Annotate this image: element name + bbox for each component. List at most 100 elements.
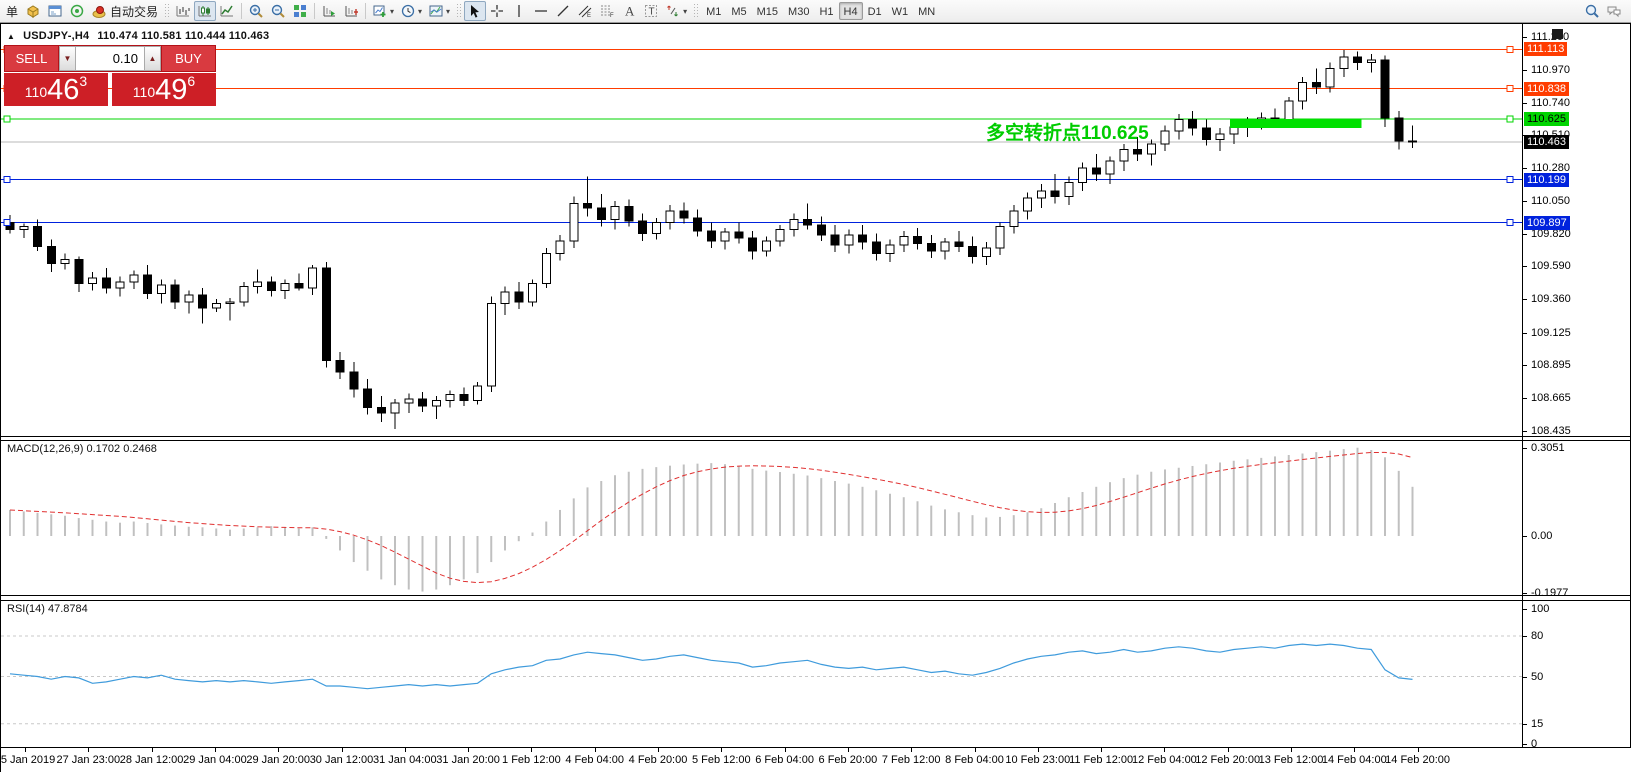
hline-handle[interactable] xyxy=(1506,176,1514,184)
time-axis-label: 25 Jan 2019 xyxy=(0,754,56,766)
new-order-button[interactable]: 单 xyxy=(5,4,18,19)
hline-handle[interactable] xyxy=(1506,219,1514,227)
one-click-trading-panel: SELL ▼ 0.10 ▲ BUY 110 46 3 110 49 6 xyxy=(4,45,216,106)
autotrading-button[interactable]: 自动交易 xyxy=(88,1,161,21)
tf-d1[interactable]: D1 xyxy=(867,6,882,18)
new-chart-button[interactable]: ▾ xyxy=(369,1,397,21)
hline-handle[interactable] xyxy=(3,219,11,227)
periods-button[interactable]: ▾ xyxy=(397,1,425,21)
time-axis-tick xyxy=(1227,748,1229,752)
tf-mn[interactable]: MN xyxy=(918,6,936,18)
tf-h1[interactable]: H1 xyxy=(819,6,834,18)
tf-m1[interactable]: M1 xyxy=(706,6,722,18)
y-axis-label: 110.740 xyxy=(1531,96,1570,109)
time-axis[interactable]: 25 Jan 2019 27 Jan 23:00 28 Jan 12:00 29 Ja… xyxy=(0,747,1631,772)
time-axis-label: 31 Jan 04:00 xyxy=(372,754,437,766)
zoom-out-button[interactable] xyxy=(267,1,289,21)
arrows-button[interactable]: ▾ xyxy=(662,1,690,21)
candle xyxy=(115,281,125,289)
lot-decrease-button[interactable]: ▼ xyxy=(59,46,76,71)
tf-m5[interactable]: M5 xyxy=(731,6,747,18)
chart-shift-marker[interactable] xyxy=(1552,29,1563,39)
panel-splitter[interactable] xyxy=(1,595,1631,596)
tile-windows-button[interactable] xyxy=(289,1,311,21)
tiles-icon xyxy=(294,5,307,17)
zoomin-icon xyxy=(249,4,263,18)
sell-button[interactable]: SELL xyxy=(4,45,59,72)
candle xyxy=(665,210,675,223)
candle xyxy=(431,399,441,407)
candle xyxy=(33,226,42,247)
line-chart-button[interactable] xyxy=(216,1,238,21)
main-price-chart[interactable] xyxy=(1,24,1522,436)
candle xyxy=(1408,140,1417,143)
hline-handle[interactable] xyxy=(1506,85,1514,93)
templates-button[interactable]: ▾ xyxy=(425,1,453,21)
toolbar-separator xyxy=(456,3,462,19)
lot-size-input[interactable]: 0.10 xyxy=(76,46,144,71)
hline-handle[interactable] xyxy=(3,115,11,123)
candle xyxy=(1091,167,1101,175)
buy-price-display[interactable]: 110 49 6 xyxy=(112,73,216,106)
candle xyxy=(706,230,716,242)
candles-icon xyxy=(198,6,212,17)
hline-price-tag: 109.897 xyxy=(1524,215,1570,230)
zoom-in-button[interactable] xyxy=(245,1,267,21)
autoscroll-icon xyxy=(323,6,336,17)
signals-icon[interactable] xyxy=(66,1,88,21)
text-label-button[interactable]: T xyxy=(640,1,662,21)
hline-handle[interactable] xyxy=(1506,115,1514,123)
hline-handle[interactable] xyxy=(1506,45,1514,53)
lot-increase-button[interactable]: ▲ xyxy=(144,46,161,71)
trendline-button[interactable] xyxy=(552,1,574,21)
tf-w1[interactable]: W1 xyxy=(891,6,909,18)
hline-handle[interactable] xyxy=(3,176,11,184)
green-zone-rectangle[interactable] xyxy=(1229,118,1362,128)
fibonacci-button[interactable]: F xyxy=(596,1,618,21)
pivot-annotation-text[interactable]: 多空转折点110.625 xyxy=(986,123,1149,144)
horizontal-line-button[interactable] xyxy=(530,1,552,21)
time-axis-tick xyxy=(1354,748,1356,752)
vertical-line-button[interactable] xyxy=(508,1,530,21)
time-axis-tick xyxy=(1291,748,1292,752)
buy-price-big: 49 xyxy=(155,74,188,106)
y-axis-label: 109.590 xyxy=(1531,260,1571,273)
candle xyxy=(775,228,785,242)
candlestick-chart-button[interactable] xyxy=(194,1,217,21)
candle xyxy=(995,226,1005,249)
candle xyxy=(294,283,304,289)
tf-m15[interactable]: M15 xyxy=(756,6,779,18)
y-axis-label: 108.435 xyxy=(1531,425,1571,437)
trade-panel-toggle[interactable]: ▲ xyxy=(7,31,16,41)
chat-icon[interactable] xyxy=(1603,1,1625,21)
tf-m30[interactable]: M30 xyxy=(788,6,810,18)
cursor-button[interactable] xyxy=(464,1,487,21)
bar-chart-button[interactable] xyxy=(172,1,194,21)
sell-price-display[interactable]: 110 46 3 xyxy=(4,73,108,106)
chart-shift-button[interactable] xyxy=(340,1,362,21)
auto-scroll-button[interactable] xyxy=(318,1,340,21)
tf-h4[interactable]: H4 xyxy=(838,2,863,20)
package-icon[interactable] xyxy=(22,1,44,21)
time-axis-tick xyxy=(974,748,976,752)
hline-price-tag: 110.199 xyxy=(1524,172,1569,187)
toolbar-separator xyxy=(164,3,170,19)
crosshair-button[interactable] xyxy=(486,1,508,21)
y-axis-tick xyxy=(1522,636,1527,637)
market-watch-icon[interactable] xyxy=(44,1,66,21)
candle xyxy=(404,398,414,404)
buy-button[interactable]: BUY xyxy=(161,45,216,72)
macd-indicator-panel[interactable] xyxy=(1,441,1522,595)
bars-icon xyxy=(176,6,190,17)
equidistant-channel-button[interactable]: E xyxy=(574,1,596,21)
y-axis-label: 109.360 xyxy=(1531,293,1571,306)
candle xyxy=(74,258,84,285)
y-axis-label: 15 xyxy=(1531,717,1544,730)
trend-icon xyxy=(557,5,569,17)
search-icon[interactable] xyxy=(1581,1,1603,21)
candle xyxy=(1353,56,1362,64)
candle xyxy=(624,206,634,222)
text-button[interactable]: A xyxy=(618,1,640,21)
panel-splitter[interactable] xyxy=(1,436,1631,437)
rsi-indicator-panel[interactable] xyxy=(1,601,1522,747)
